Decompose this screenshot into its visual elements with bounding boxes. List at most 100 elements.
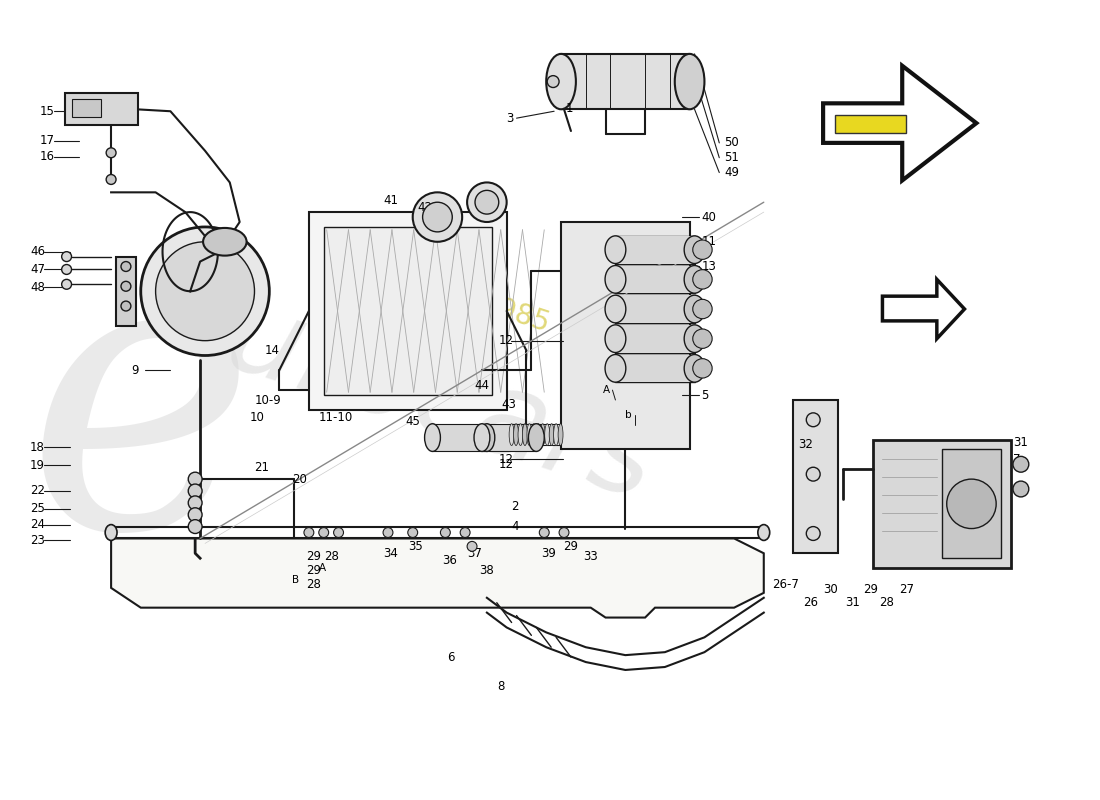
Circle shape xyxy=(188,472,202,486)
Text: 29: 29 xyxy=(862,583,878,596)
Text: 27: 27 xyxy=(900,583,914,596)
Circle shape xyxy=(141,227,270,355)
Bar xyxy=(615,295,694,323)
Text: 23: 23 xyxy=(30,534,45,547)
Circle shape xyxy=(62,279,72,290)
Ellipse shape xyxy=(758,525,770,541)
Ellipse shape xyxy=(684,325,705,353)
Circle shape xyxy=(408,527,418,538)
Text: 11-10: 11-10 xyxy=(319,411,353,424)
Ellipse shape xyxy=(527,424,532,446)
Text: 44: 44 xyxy=(474,378,490,392)
Text: 19: 19 xyxy=(30,458,45,472)
Text: b: b xyxy=(625,410,632,420)
Bar xyxy=(323,227,492,395)
Text: 26-7: 26-7 xyxy=(772,578,799,591)
Text: A: A xyxy=(319,563,326,573)
Circle shape xyxy=(693,358,712,378)
Text: 10: 10 xyxy=(250,411,264,424)
Text: 51: 51 xyxy=(724,151,739,164)
Circle shape xyxy=(319,527,329,538)
Text: 45: 45 xyxy=(406,415,420,428)
Ellipse shape xyxy=(553,424,559,446)
Text: 39: 39 xyxy=(541,546,557,560)
Circle shape xyxy=(693,240,712,259)
Ellipse shape xyxy=(528,424,544,451)
Text: e: e xyxy=(25,231,256,609)
Text: 29: 29 xyxy=(563,540,578,553)
Polygon shape xyxy=(116,257,135,326)
Text: 40: 40 xyxy=(702,210,716,223)
Bar xyxy=(309,212,507,410)
Circle shape xyxy=(559,527,569,538)
Circle shape xyxy=(188,496,202,510)
Ellipse shape xyxy=(605,295,626,323)
Circle shape xyxy=(188,508,202,522)
Text: 31: 31 xyxy=(1013,436,1027,449)
Circle shape xyxy=(383,527,393,538)
Text: 33: 33 xyxy=(583,550,597,562)
Text: 10-9: 10-9 xyxy=(254,394,282,406)
Ellipse shape xyxy=(509,424,514,446)
Bar xyxy=(615,354,694,382)
Text: 4: 4 xyxy=(512,520,519,533)
Circle shape xyxy=(475,190,498,214)
Circle shape xyxy=(121,282,131,291)
Text: 29: 29 xyxy=(306,550,321,562)
Circle shape xyxy=(62,252,72,262)
Ellipse shape xyxy=(204,228,246,256)
Text: 1: 1 xyxy=(566,102,573,114)
Circle shape xyxy=(806,467,821,481)
Text: 49: 49 xyxy=(724,166,739,179)
Circle shape xyxy=(304,527,313,538)
Text: 41: 41 xyxy=(383,194,398,206)
Circle shape xyxy=(155,242,254,341)
Circle shape xyxy=(806,413,821,426)
Text: 13: 13 xyxy=(702,260,716,273)
Text: 32: 32 xyxy=(799,438,813,451)
Text: 36: 36 xyxy=(442,554,458,566)
Text: 22: 22 xyxy=(30,485,45,498)
Text: 37: 37 xyxy=(468,546,482,560)
Text: 21: 21 xyxy=(254,461,270,474)
Text: 35: 35 xyxy=(408,540,422,553)
Circle shape xyxy=(422,202,452,232)
Text: 48: 48 xyxy=(30,281,45,294)
Text: 6: 6 xyxy=(448,650,454,664)
Text: 31: 31 xyxy=(845,596,860,610)
Circle shape xyxy=(539,527,549,538)
Text: 24: 24 xyxy=(30,518,45,531)
Text: 46: 46 xyxy=(30,245,45,258)
Text: 7: 7 xyxy=(1013,453,1021,466)
Circle shape xyxy=(121,262,131,271)
Text: 42: 42 xyxy=(418,201,432,214)
Text: 20: 20 xyxy=(293,473,307,486)
Bar xyxy=(615,266,694,293)
Text: 28: 28 xyxy=(306,578,321,591)
Text: 2: 2 xyxy=(512,500,519,514)
Ellipse shape xyxy=(544,424,550,446)
Ellipse shape xyxy=(474,424,490,451)
Circle shape xyxy=(693,299,712,318)
Circle shape xyxy=(693,329,712,348)
Ellipse shape xyxy=(106,525,117,541)
Polygon shape xyxy=(835,115,906,133)
Circle shape xyxy=(188,520,202,534)
Text: 43: 43 xyxy=(502,398,517,411)
Ellipse shape xyxy=(558,424,563,446)
Circle shape xyxy=(468,542,477,551)
Text: 12: 12 xyxy=(498,458,514,470)
Text: 8: 8 xyxy=(497,680,504,694)
Bar xyxy=(561,222,690,450)
Ellipse shape xyxy=(605,236,626,263)
Bar xyxy=(615,325,694,353)
Text: 9: 9 xyxy=(131,364,139,377)
Bar xyxy=(432,424,487,451)
Circle shape xyxy=(333,527,343,538)
Ellipse shape xyxy=(605,266,626,293)
Bar xyxy=(482,424,537,451)
Ellipse shape xyxy=(605,325,626,353)
Text: 47: 47 xyxy=(30,263,45,276)
Circle shape xyxy=(806,526,821,541)
Ellipse shape xyxy=(549,424,554,446)
